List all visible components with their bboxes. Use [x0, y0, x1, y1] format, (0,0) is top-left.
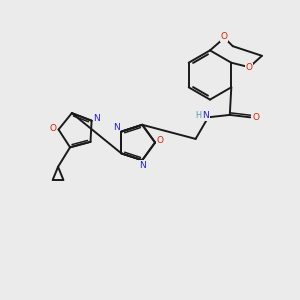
Text: O: O — [246, 63, 253, 72]
Text: O: O — [252, 113, 259, 122]
Text: H: H — [196, 111, 202, 120]
Text: N: N — [94, 114, 100, 123]
Text: O: O — [50, 124, 57, 133]
Text: N: N — [202, 111, 209, 120]
Text: O: O — [157, 136, 164, 145]
Text: N: N — [113, 124, 120, 133]
Text: O: O — [221, 32, 228, 41]
Text: N: N — [140, 161, 146, 170]
